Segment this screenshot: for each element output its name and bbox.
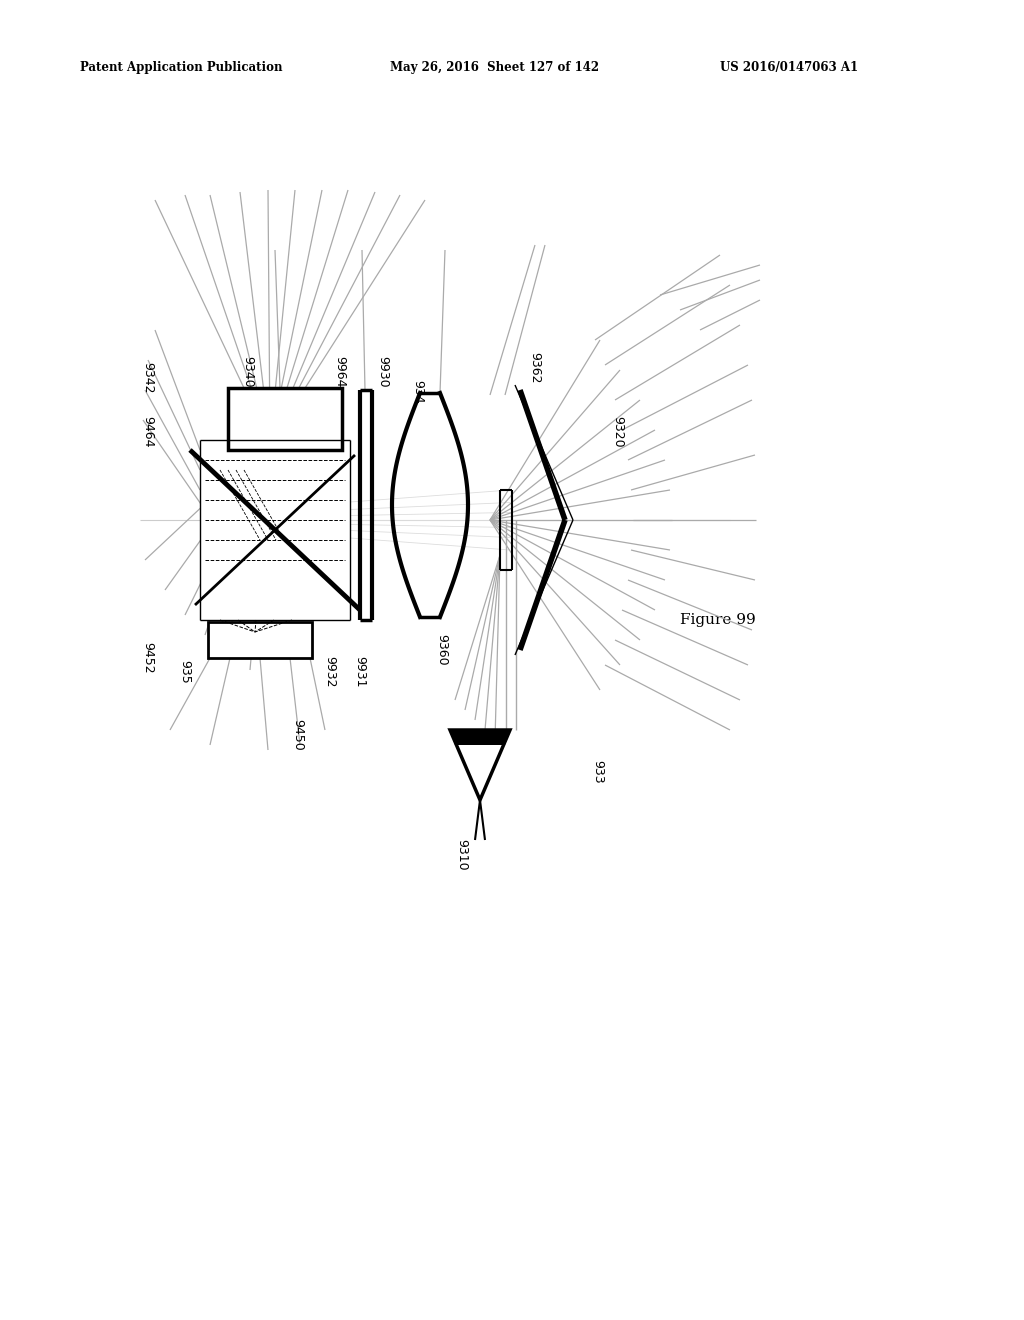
Text: 9320: 9320 (611, 416, 625, 447)
Text: 9464: 9464 (141, 416, 155, 447)
Bar (228, 388, 342, 450)
Text: 9362: 9362 (528, 352, 542, 384)
Text: 9342: 9342 (141, 362, 155, 393)
Text: 9930: 9930 (377, 356, 389, 388)
Text: 9450: 9450 (292, 719, 304, 751)
Bar (200, 440, 350, 620)
Text: 9964: 9964 (334, 356, 346, 388)
Text: 9310: 9310 (456, 840, 469, 871)
Text: 9340: 9340 (242, 356, 255, 388)
Text: 9931: 9931 (353, 656, 367, 688)
Text: 9360: 9360 (435, 634, 449, 665)
Text: 9452: 9452 (141, 643, 155, 673)
Text: 935: 935 (178, 660, 191, 684)
Bar (208, 622, 312, 657)
Text: 934: 934 (412, 380, 425, 404)
Text: May 26, 2016  Sheet 127 of 142: May 26, 2016 Sheet 127 of 142 (390, 62, 599, 74)
Text: 9932: 9932 (324, 656, 337, 688)
Polygon shape (450, 730, 510, 744)
Text: 933: 933 (592, 760, 604, 784)
Text: US 2016/0147063 A1: US 2016/0147063 A1 (720, 62, 858, 74)
Text: Patent Application Publication: Patent Application Publication (80, 62, 283, 74)
Text: Figure 99: Figure 99 (680, 612, 756, 627)
